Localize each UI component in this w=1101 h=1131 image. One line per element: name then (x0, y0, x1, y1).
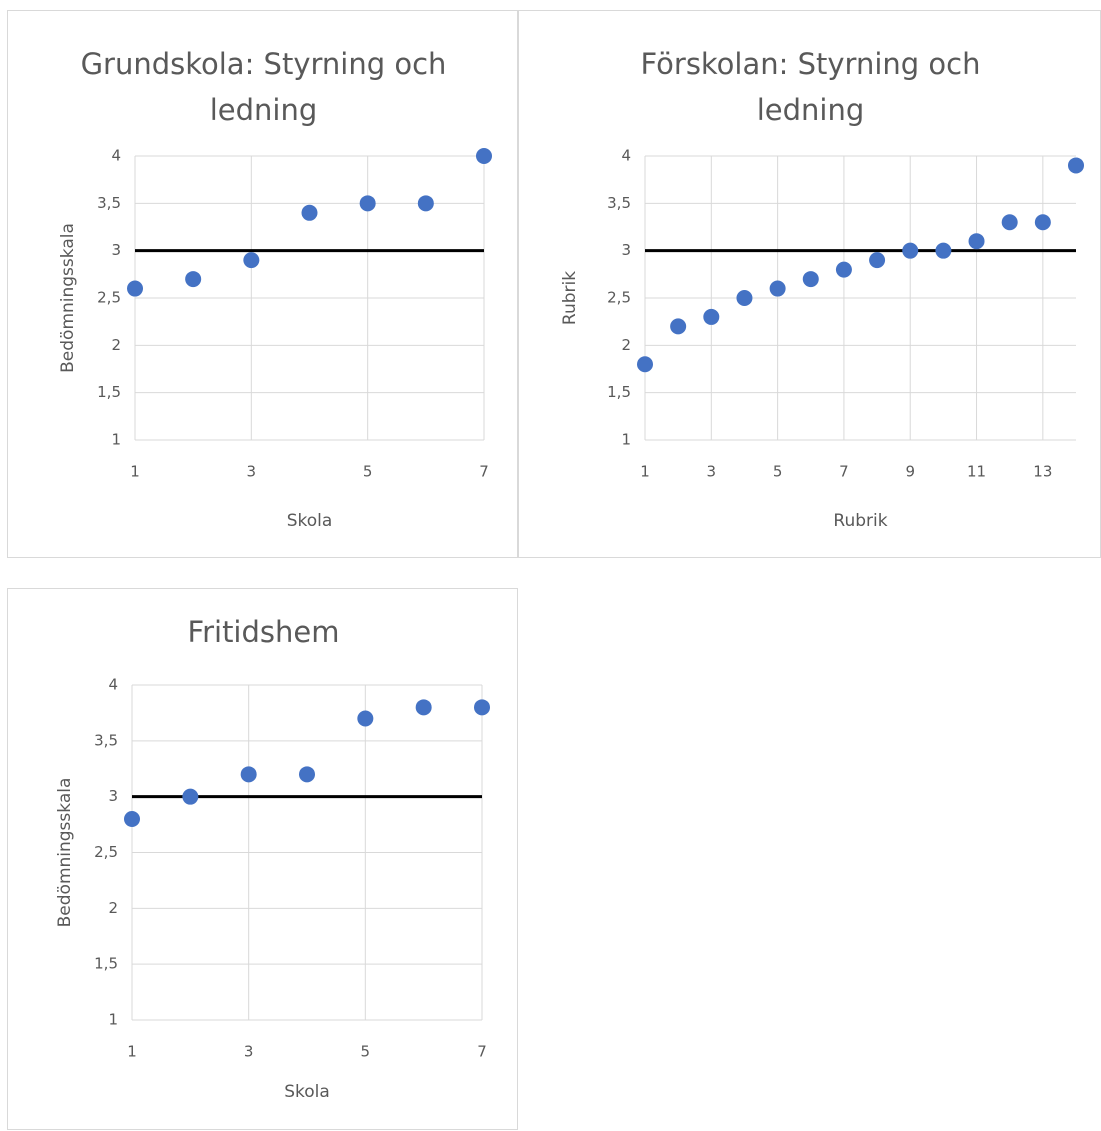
x-tick-label: 1 (127, 1043, 137, 1061)
y-tick-label: 4 (108, 676, 118, 694)
data-point (736, 290, 753, 306)
data-point (769, 280, 786, 297)
y-tick-label: 3,5 (94, 731, 118, 749)
x-tick-label: 13 (1033, 463, 1052, 481)
x-tick-label: 5 (773, 463, 783, 481)
x-tick-label: 7 (839, 463, 849, 481)
x-tick-label: 11 (967, 463, 986, 481)
data-point (474, 699, 490, 716)
x-tick-label: 5 (361, 1043, 371, 1061)
y-tick-label: 3,5 (97, 194, 121, 212)
x-tick-label: 1 (640, 463, 650, 481)
y-axis-label: Bedömningsskala (58, 223, 78, 373)
y-tick-label: 4 (111, 147, 121, 165)
chart-panel-fritidshem: Fritidshem 1 1,5 2 2,5 3 3,5 4 1 3 5 7 Skola Bedömnin… (7, 588, 518, 1130)
y-axis-label: Rubrik (560, 271, 580, 325)
y-tick-label: 3,5 (607, 194, 631, 212)
data-point (1068, 157, 1084, 174)
y-tick-label: 1 (621, 431, 631, 449)
data-point (301, 204, 318, 221)
chart-fritidshem: Fritidshem 1 1,5 2 2,5 3 3,5 4 1 3 5 7 Skola Bedömnin… (55, 615, 490, 1102)
x-tick-label: 5 (363, 463, 373, 481)
chart-panel-forskolan: Förskolan: Styrning och ledning 1 1,5 2 2,5 3 3… (518, 10, 1101, 558)
chart-forskolan: Förskolan: Styrning och ledning 1 1,5 2 2,5 3 3… (560, 47, 1084, 531)
data-point (802, 271, 819, 288)
data-point (185, 271, 202, 288)
chart-title: Fritidshem (188, 615, 340, 649)
data-point (243, 252, 260, 269)
y-tick-label: 2,5 (97, 289, 121, 307)
x-axis-label: Skola (287, 511, 333, 531)
x-tick-label: 7 (477, 1043, 487, 1061)
x-tick-label: 3 (707, 463, 717, 481)
data-point (670, 318, 687, 335)
y-tick-label: 1,5 (607, 383, 631, 401)
data-point (357, 710, 374, 727)
data-point (935, 242, 952, 259)
chart-panel-grundskola: Grundskola: Styrning och ledning 1 1,5 2 2,5 3… (7, 10, 518, 558)
y-axis-label: Bedömningsskala (55, 778, 75, 928)
y-tick-label: 2,5 (94, 843, 118, 861)
data-point (182, 788, 199, 805)
x-axis-label: Skola (284, 1082, 330, 1102)
y-tick-label: 2,5 (607, 289, 631, 307)
data-point (869, 252, 886, 269)
chart-title: Förskolan: Styrning och (641, 47, 981, 81)
y-tick-label: 1 (108, 1011, 118, 1029)
chart-grundskola: Grundskola: Styrning och ledning 1 1,5 2 2,5 3… (58, 47, 492, 531)
y-tick-label: 3 (621, 241, 631, 259)
data-point (703, 308, 720, 325)
y-tick-label: 2 (108, 899, 118, 917)
data-point (240, 766, 257, 783)
data-point (127, 280, 143, 297)
x-tick-label: 7 (479, 463, 489, 481)
data-point (637, 356, 653, 373)
data-point (415, 699, 432, 716)
chart-title: Grundskola: Styrning och (81, 47, 447, 81)
data-point (902, 242, 919, 259)
x-tick-label: 1 (130, 463, 140, 481)
data-point (1034, 214, 1051, 231)
x-tick-label: 9 (905, 463, 915, 481)
x-axis-label: Rubrik (833, 511, 887, 531)
data-point (299, 766, 315, 783)
x-tick-label: 3 (244, 1043, 254, 1061)
chart-title: ledning (210, 93, 318, 127)
y-tick-label: 4 (621, 147, 631, 165)
x-tick-label: 3 (247, 463, 257, 481)
data-point (1001, 214, 1018, 231)
y-tick-label: 2 (621, 336, 631, 354)
data-point (124, 811, 140, 827)
data-point (417, 195, 434, 212)
data-point (968, 233, 985, 250)
data-point (359, 195, 376, 212)
chart-title: ledning (757, 93, 865, 127)
y-tick-label: 1 (111, 431, 121, 449)
data-point (476, 148, 492, 164)
y-tick-label: 3 (108, 787, 118, 805)
y-tick-label: 2 (111, 336, 121, 354)
y-tick-label: 3 (111, 241, 121, 259)
y-tick-label: 1,5 (94, 955, 118, 973)
data-point (835, 261, 852, 278)
y-tick-label: 1,5 (97, 383, 121, 401)
